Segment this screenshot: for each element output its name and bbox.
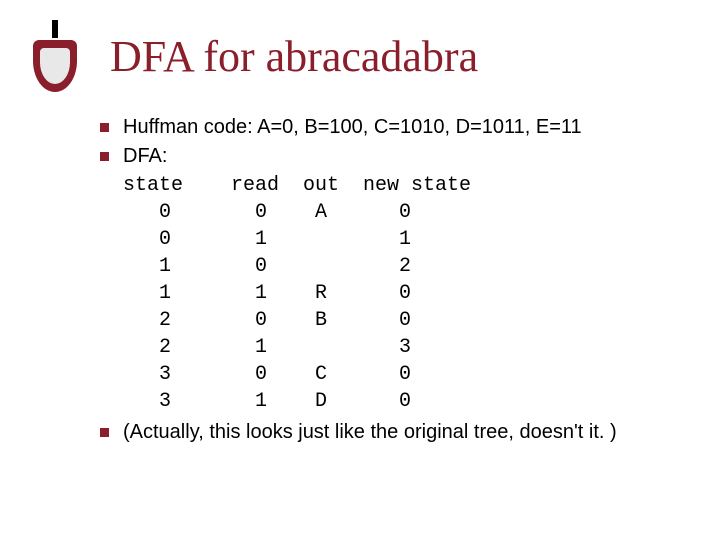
- logo: [20, 20, 90, 92]
- content: Huffman code: A=0, B=100, C=1010, D=1011…: [0, 102, 720, 446]
- slide: DFA for abracadabra Huffman code: A=0, B…: [0, 0, 720, 540]
- logo-tick-icon: [52, 20, 58, 38]
- shield-inner-icon: [40, 48, 70, 84]
- bullet-actually: (Actually, this looks just like the orig…: [100, 419, 680, 446]
- bullet-text: DFA:: [123, 143, 680, 170]
- dfa-table: state read out new state 0 0 A 0 0 1 1 1…: [100, 172, 680, 415]
- bullet-icon: [100, 428, 109, 437]
- bullet-text: Huffman code: A=0, B=100, C=1010, D=1011…: [123, 114, 680, 141]
- shield-icon: [33, 40, 77, 92]
- title-row: DFA for abracadabra: [0, 0, 720, 102]
- bullet-icon: [100, 152, 109, 161]
- bullet-icon: [100, 123, 109, 132]
- page-title: DFA for abracadabra: [110, 31, 478, 82]
- bullet-text: (Actually, this looks just like the orig…: [123, 419, 680, 446]
- bullet-huffman: Huffman code: A=0, B=100, C=1010, D=1011…: [100, 114, 680, 141]
- bullet-dfa: DFA:: [100, 143, 680, 170]
